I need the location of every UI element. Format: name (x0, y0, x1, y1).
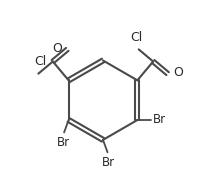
Text: Br: Br (152, 113, 166, 125)
Text: Br: Br (57, 136, 70, 149)
Text: O: O (173, 66, 183, 79)
Text: Cl: Cl (131, 31, 143, 44)
Text: Cl: Cl (34, 55, 46, 68)
Text: O: O (52, 42, 62, 55)
Text: Br: Br (102, 156, 115, 169)
